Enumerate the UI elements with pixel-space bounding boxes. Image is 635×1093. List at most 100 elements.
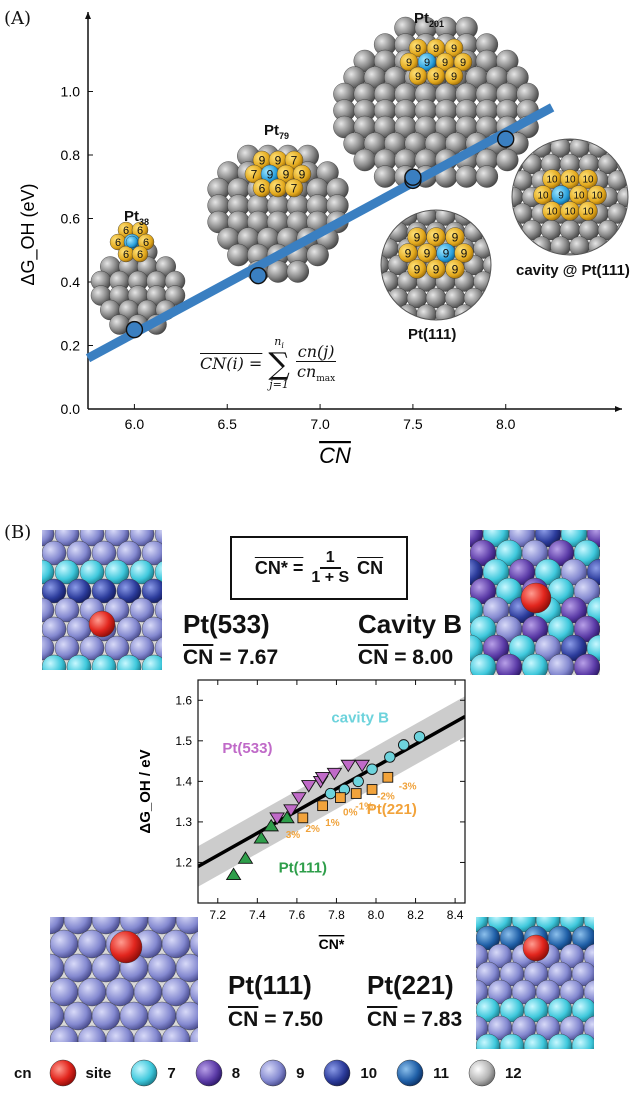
y-tick-label: 1.4	[175, 774, 192, 788]
legend-item: 8	[194, 1058, 240, 1088]
atom	[116, 578, 142, 604]
atom	[91, 654, 117, 670]
gcn-formula: CN(i) = ni ∑ j=1 cn(j) cnmax	[200, 335, 337, 392]
atom	[175, 953, 198, 983]
cluster-label-pt201: Pt201	[414, 10, 445, 29]
atom	[125, 235, 139, 249]
series-label: Pt(221)	[367, 801, 417, 818]
y-tick-label: 0.0	[61, 401, 81, 417]
atom	[88, 610, 116, 638]
atom	[284, 178, 304, 198]
atom-cn-label: 9	[443, 246, 450, 260]
data-point	[317, 800, 328, 812]
x-axis-arrow	[615, 406, 622, 412]
atom	[445, 259, 465, 279]
atom-cn-label: 7	[291, 153, 298, 167]
y-axis-arrow	[85, 12, 91, 19]
atom-cn-label: 7	[251, 167, 258, 181]
atom-cn-label: 9	[461, 246, 468, 260]
sum-sign: ni ∑ j=1	[268, 335, 290, 392]
data-point	[249, 266, 267, 285]
legend-label: 11	[433, 1064, 449, 1082]
atom-cn-label: 9	[405, 246, 412, 260]
atom	[129, 559, 155, 585]
data-point	[253, 830, 270, 844]
legend-label: 12	[504, 1064, 522, 1082]
cluster-label-pt38: Pt38	[124, 208, 150, 227]
surface-label-pt533: Pt(533)	[183, 609, 270, 639]
atom-cn-label: 9	[558, 191, 564, 202]
legend-title: cn	[14, 1064, 32, 1082]
atom	[496, 49, 519, 73]
x-tick-label: 8.2	[407, 908, 424, 922]
atom	[66, 578, 92, 604]
atom	[141, 578, 162, 604]
atom	[522, 934, 550, 962]
atom	[583, 917, 594, 933]
y-tick-label: 1.0	[61, 84, 81, 100]
gcn-formula-lhs: CN(i) =	[200, 353, 263, 373]
atom	[154, 530, 162, 546]
legend-label: 8	[231, 1064, 241, 1082]
cluster-label-pt79: Pt79	[264, 122, 290, 141]
series-label: Pt(111)	[279, 860, 327, 877]
atom-cn-label: 9	[275, 153, 282, 167]
atom-cn-label: 9	[460, 57, 466, 69]
legend-label: 7	[167, 1064, 176, 1082]
surface-label-cavity-b: Cavity B	[358, 609, 463, 639]
atom-cn-label: 9	[283, 167, 290, 181]
data-point	[237, 851, 254, 864]
data-point	[279, 810, 295, 824]
atom	[54, 559, 80, 585]
atom-cn-label: 9	[299, 167, 306, 181]
gcn-fraction: cn(j) cnmax	[295, 342, 337, 385]
atom-cn-label: 9	[415, 71, 421, 83]
atom-cn-label: 10	[564, 175, 576, 186]
atom	[79, 635, 105, 661]
atom	[104, 530, 130, 547]
y-axis-label: ΔG_OH / eV	[137, 749, 154, 833]
panel-b-label: (B)	[4, 522, 32, 543]
atom	[66, 540, 92, 566]
cluster-pt201: 9 9 99 9 9 99 9 9	[333, 16, 539, 188]
legend-item: 11	[395, 1058, 449, 1088]
surface-pt533	[42, 530, 162, 670]
atom	[129, 597, 155, 623]
atom	[292, 164, 312, 184]
atom-cn-label: 9	[267, 167, 274, 181]
atom-cn-label: 6	[143, 237, 149, 249]
panel-a-label: (A)	[4, 8, 32, 29]
data-point	[397, 739, 410, 751]
atom-cn-label: 6	[275, 181, 282, 195]
disk-outline	[380, 209, 492, 321]
atom	[42, 616, 67, 642]
atom-cn-label: 10	[564, 207, 576, 218]
atom	[583, 979, 594, 1005]
data-point	[352, 775, 364, 788]
atom	[453, 52, 473, 72]
atom	[445, 227, 465, 247]
atom	[175, 917, 198, 935]
data-point	[382, 771, 394, 783]
atom	[66, 654, 92, 670]
atom-cn-label: 10	[582, 207, 594, 218]
atom	[42, 635, 55, 661]
legend-label: site	[85, 1064, 112, 1082]
atom	[54, 597, 80, 623]
atom-cn-label: 7	[291, 181, 298, 195]
atom	[573, 653, 600, 675]
atom	[496, 148, 519, 172]
atom-cn-label: 9	[451, 71, 457, 83]
legend-swatch	[259, 1059, 287, 1087]
data-point	[497, 130, 515, 148]
cluster-pt38: 6 66 66 6	[90, 221, 186, 335]
atom	[189, 979, 198, 1005]
atom	[571, 997, 594, 1023]
surface-pt111	[50, 917, 198, 1042]
atom-cn-label: 6	[115, 237, 121, 249]
surface-illustrations	[42, 530, 600, 1049]
legend-label: 10	[360, 1064, 378, 1082]
atom	[444, 66, 464, 86]
series-label: cavity B	[331, 710, 389, 727]
